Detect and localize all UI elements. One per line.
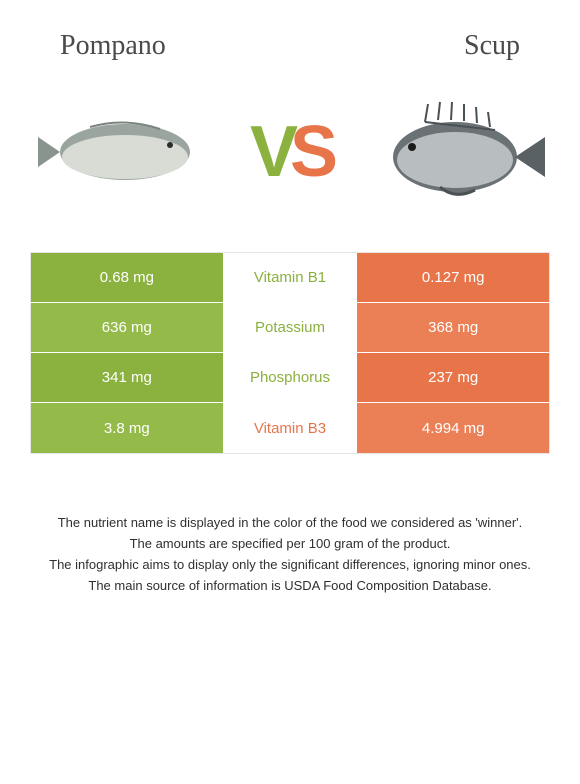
footnote-line: The amounts are specified per 100 gram o…	[40, 535, 540, 554]
nutrient-name: Potassium	[223, 303, 358, 352]
table-row: 341 mgPhosphorus237 mg	[31, 353, 549, 403]
vs-v-letter: V	[250, 112, 290, 192]
pompano-image	[30, 92, 210, 212]
images-row: VS	[30, 82, 550, 252]
footnotes: The nutrient name is displayed in the co…	[30, 514, 550, 595]
right-value: 368 mg	[357, 303, 549, 352]
nutrient-name: Phosphorus	[223, 353, 358, 402]
vs-s-letter: S	[290, 112, 330, 192]
table-row: 3.8 mgVitamin B34.994 mg	[31, 403, 549, 453]
left-value: 3.8 mg	[31, 403, 223, 453]
footnote-line: The main source of information is USDA F…	[40, 577, 540, 596]
left-food-title: Pompano	[60, 30, 166, 62]
table-row: 636 mgPotassium368 mg	[31, 303, 549, 353]
header: Pompano Scup	[30, 20, 550, 82]
left-value: 341 mg	[31, 353, 223, 402]
nutrient-table: 0.68 mgVitamin B10.127 mg636 mgPotassium…	[30, 252, 550, 454]
footnote-line: The nutrient name is displayed in the co…	[40, 514, 540, 533]
nutrient-name: Vitamin B1	[223, 253, 358, 302]
right-value: 4.994 mg	[357, 403, 549, 453]
left-value: 0.68 mg	[31, 253, 223, 302]
footnote-line: The infographic aims to display only the…	[40, 556, 540, 575]
nutrient-name: Vitamin B3	[223, 403, 358, 453]
vs-graphic: VS	[250, 111, 330, 193]
right-value: 0.127 mg	[357, 253, 549, 302]
right-food-title: Scup	[464, 30, 520, 62]
left-value: 636 mg	[31, 303, 223, 352]
right-value: 237 mg	[357, 353, 549, 402]
table-row: 0.68 mgVitamin B10.127 mg	[31, 253, 549, 303]
scup-image	[370, 92, 550, 212]
